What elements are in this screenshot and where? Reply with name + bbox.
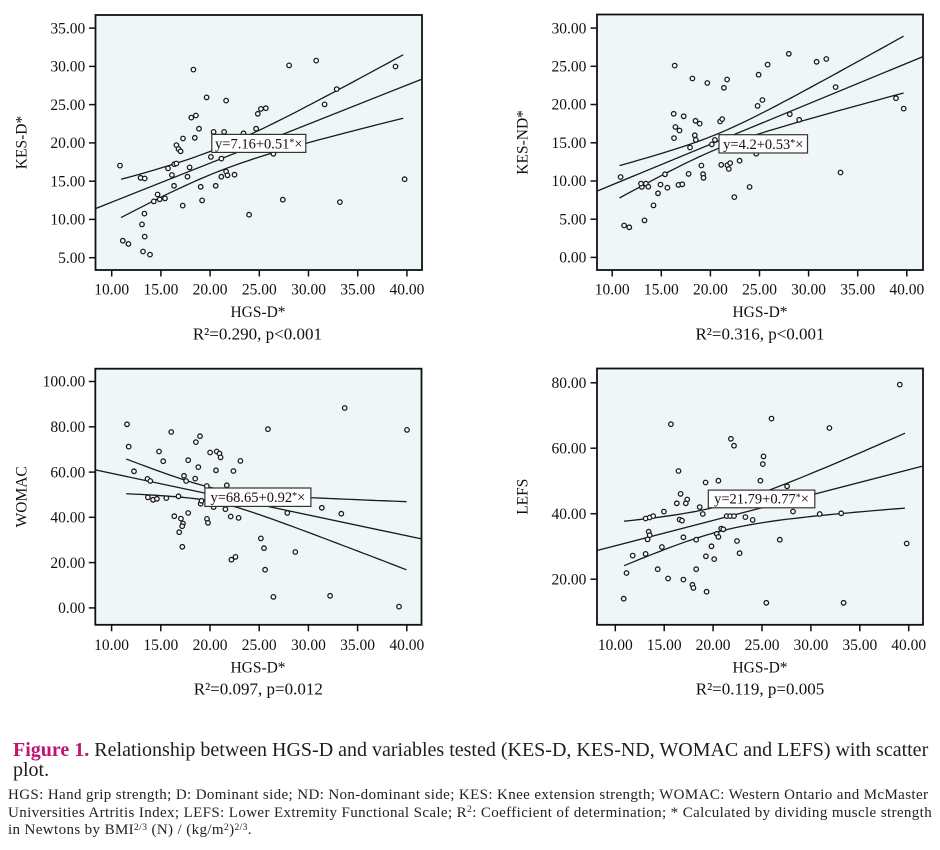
svg-text:15.00: 15.00 (143, 637, 178, 654)
svg-text:25.00: 25.00 (242, 282, 277, 299)
svg-text:10.00: 10.00 (595, 282, 630, 299)
svg-text:30.00: 30.00 (50, 59, 85, 76)
svg-text:100.00: 100.00 (43, 374, 86, 391)
svg-text:20.00: 20.00 (552, 97, 587, 114)
svg-text:15.00: 15.00 (143, 282, 178, 299)
svg-text:20.00: 20.00 (696, 637, 731, 654)
svg-text:30.00: 30.00 (291, 637, 326, 654)
svg-text:15.00: 15.00 (552, 135, 587, 152)
svg-text:25.00: 25.00 (242, 637, 277, 654)
svg-text:25.00: 25.00 (50, 97, 85, 114)
svg-text:40.00: 40.00 (889, 282, 924, 299)
svg-text:HGS-D*: HGS-D* (230, 304, 285, 321)
svg-text:20.00: 20.00 (50, 555, 85, 572)
svg-text:30.00: 30.00 (552, 20, 587, 37)
svg-text:20.00: 20.00 (693, 282, 728, 299)
svg-text:WOMAC: WOMAC (14, 466, 31, 527)
svg-text:15.00: 15.00 (50, 173, 85, 190)
svg-text:35.00: 35.00 (340, 282, 375, 299)
svg-text:10.00: 10.00 (94, 282, 129, 299)
svg-text:R²=0.097, p=0.012: R²=0.097, p=0.012 (194, 680, 323, 699)
svg-text:0.00: 0.00 (58, 600, 85, 617)
svg-text:60.00: 60.00 (552, 440, 587, 457)
svg-text:R²=0.316, p<0.001: R²=0.316, p<0.001 (695, 325, 824, 344)
svg-text:30.00: 30.00 (291, 282, 326, 299)
svg-text:y=21.79+0.77*×: y=21.79+0.77*× (714, 492, 809, 508)
svg-text:20.00: 20.00 (50, 135, 85, 152)
svg-text:R²=0.119, p=0.005: R²=0.119, p=0.005 (696, 680, 824, 699)
svg-text:35.00: 35.00 (842, 637, 877, 654)
svg-text:35.00: 35.00 (340, 637, 375, 654)
svg-text:40.00: 40.00 (389, 282, 424, 299)
svg-text:HGS-D*: HGS-D* (230, 659, 285, 676)
svg-text:HGS-D*: HGS-D* (732, 659, 787, 676)
svg-text:y=4.2+0.53*×: y=4.2+0.53*× (723, 137, 803, 153)
svg-text:10.00: 10.00 (598, 637, 633, 654)
svg-text:35.00: 35.00 (840, 282, 875, 299)
svg-text:30.00: 30.00 (791, 282, 826, 299)
svg-text:25.00: 25.00 (745, 637, 780, 654)
svg-text:5.00: 5.00 (559, 211, 586, 228)
svg-text:40.00: 40.00 (50, 510, 85, 527)
svg-text:60.00: 60.00 (50, 464, 85, 481)
svg-text:25.00: 25.00 (552, 59, 587, 76)
svg-text:20.00: 20.00 (193, 637, 228, 654)
svg-text:KES-ND*: KES-ND* (515, 110, 532, 175)
svg-text:35.00: 35.00 (50, 20, 85, 37)
svg-text:y=7.16+0.51*×: y=7.16+0.51*× (215, 137, 303, 153)
svg-text:25.00: 25.00 (742, 282, 777, 299)
svg-text:30.00: 30.00 (793, 637, 828, 654)
svg-text:R²=0.290, p<0.001: R²=0.290, p<0.001 (193, 325, 322, 344)
svg-text:15.00: 15.00 (644, 282, 679, 299)
svg-text:80.00: 80.00 (50, 419, 85, 436)
svg-text:KES-D*: KES-D* (14, 116, 31, 170)
svg-text:80.00: 80.00 (552, 375, 587, 392)
svg-text:0.00: 0.00 (559, 250, 586, 267)
svg-text:10.00: 10.00 (552, 173, 587, 190)
svg-text:5.00: 5.00 (58, 250, 85, 267)
svg-text:15.00: 15.00 (647, 637, 682, 654)
svg-text:40.00: 40.00 (891, 637, 926, 654)
svg-text:HGS-D*: HGS-D* (732, 304, 787, 321)
svg-text:40.00: 40.00 (389, 637, 424, 654)
svg-text:20.00: 20.00 (552, 571, 587, 588)
svg-text:20.00: 20.00 (193, 282, 228, 299)
svg-text:10.00: 10.00 (94, 637, 129, 654)
svg-text:LEFS: LEFS (515, 479, 532, 515)
svg-text:10.00: 10.00 (50, 212, 85, 229)
svg-text:40.00: 40.00 (552, 506, 587, 523)
svg-text:y=68.65+0.92*×: y=68.65+0.92*× (211, 490, 306, 506)
